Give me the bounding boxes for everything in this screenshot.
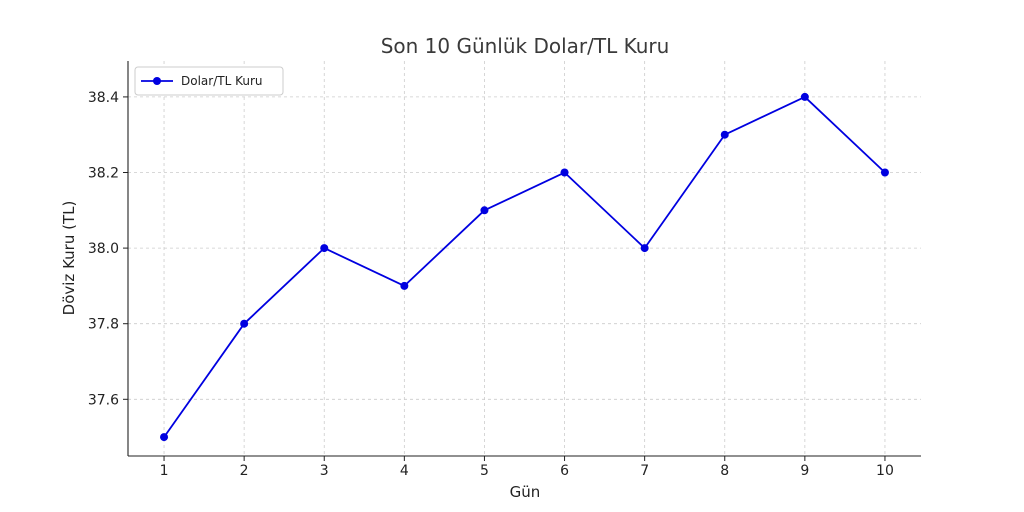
x-tick-label: 6	[560, 463, 569, 479]
data-point	[720, 130, 729, 139]
series-layer	[160, 92, 889, 442]
x-tick-label: 1	[160, 463, 169, 479]
y-tick-label: 38.0	[88, 241, 119, 257]
legend-box	[134, 66, 284, 96]
grid	[128, 61, 921, 456]
y-tick-label: 38.4	[88, 90, 119, 106]
data-point	[240, 319, 249, 328]
x-tick-label: 5	[480, 463, 489, 479]
data-point	[320, 244, 329, 253]
y-tick-label: 38.2	[88, 166, 119, 182]
x-tick-label: 4	[400, 463, 409, 479]
x-tick-label: 3	[320, 463, 329, 479]
x-ticks: 1 2 3 4 5 6 7 8 9 10	[160, 456, 894, 479]
data-point	[880, 168, 889, 177]
data-point	[640, 244, 649, 253]
data-point	[560, 168, 569, 177]
chart-title: Son 10 Günlük Dolar/TL Kuru	[381, 34, 670, 58]
x-axis-label: Gün	[510, 483, 541, 501]
x-tick-label: 7	[640, 463, 649, 479]
x-tick-label: 9	[800, 463, 809, 479]
data-point	[800, 92, 809, 101]
legend-label: Dolar/TL Kuru	[181, 74, 263, 88]
y-ticks: 37.6 37.8 38.0 38.2 38.4	[88, 90, 128, 408]
x-tick-label: 2	[240, 463, 249, 479]
y-tick-label: 37.6	[88, 392, 119, 408]
data-point	[160, 433, 169, 442]
data-point	[400, 281, 409, 290]
y-tick-label: 37.8	[88, 317, 119, 333]
legend: Dolar/TL Kuru	[134, 66, 284, 96]
series-line	[163, 96, 886, 438]
x-tick-label: 8	[720, 463, 729, 479]
axes	[127, 61, 921, 457]
y-axis-label: Döviz Kuru (TL)	[60, 201, 78, 316]
legend-marker	[153, 77, 161, 85]
data-point	[480, 206, 489, 215]
x-tick-label: 10	[876, 463, 894, 479]
